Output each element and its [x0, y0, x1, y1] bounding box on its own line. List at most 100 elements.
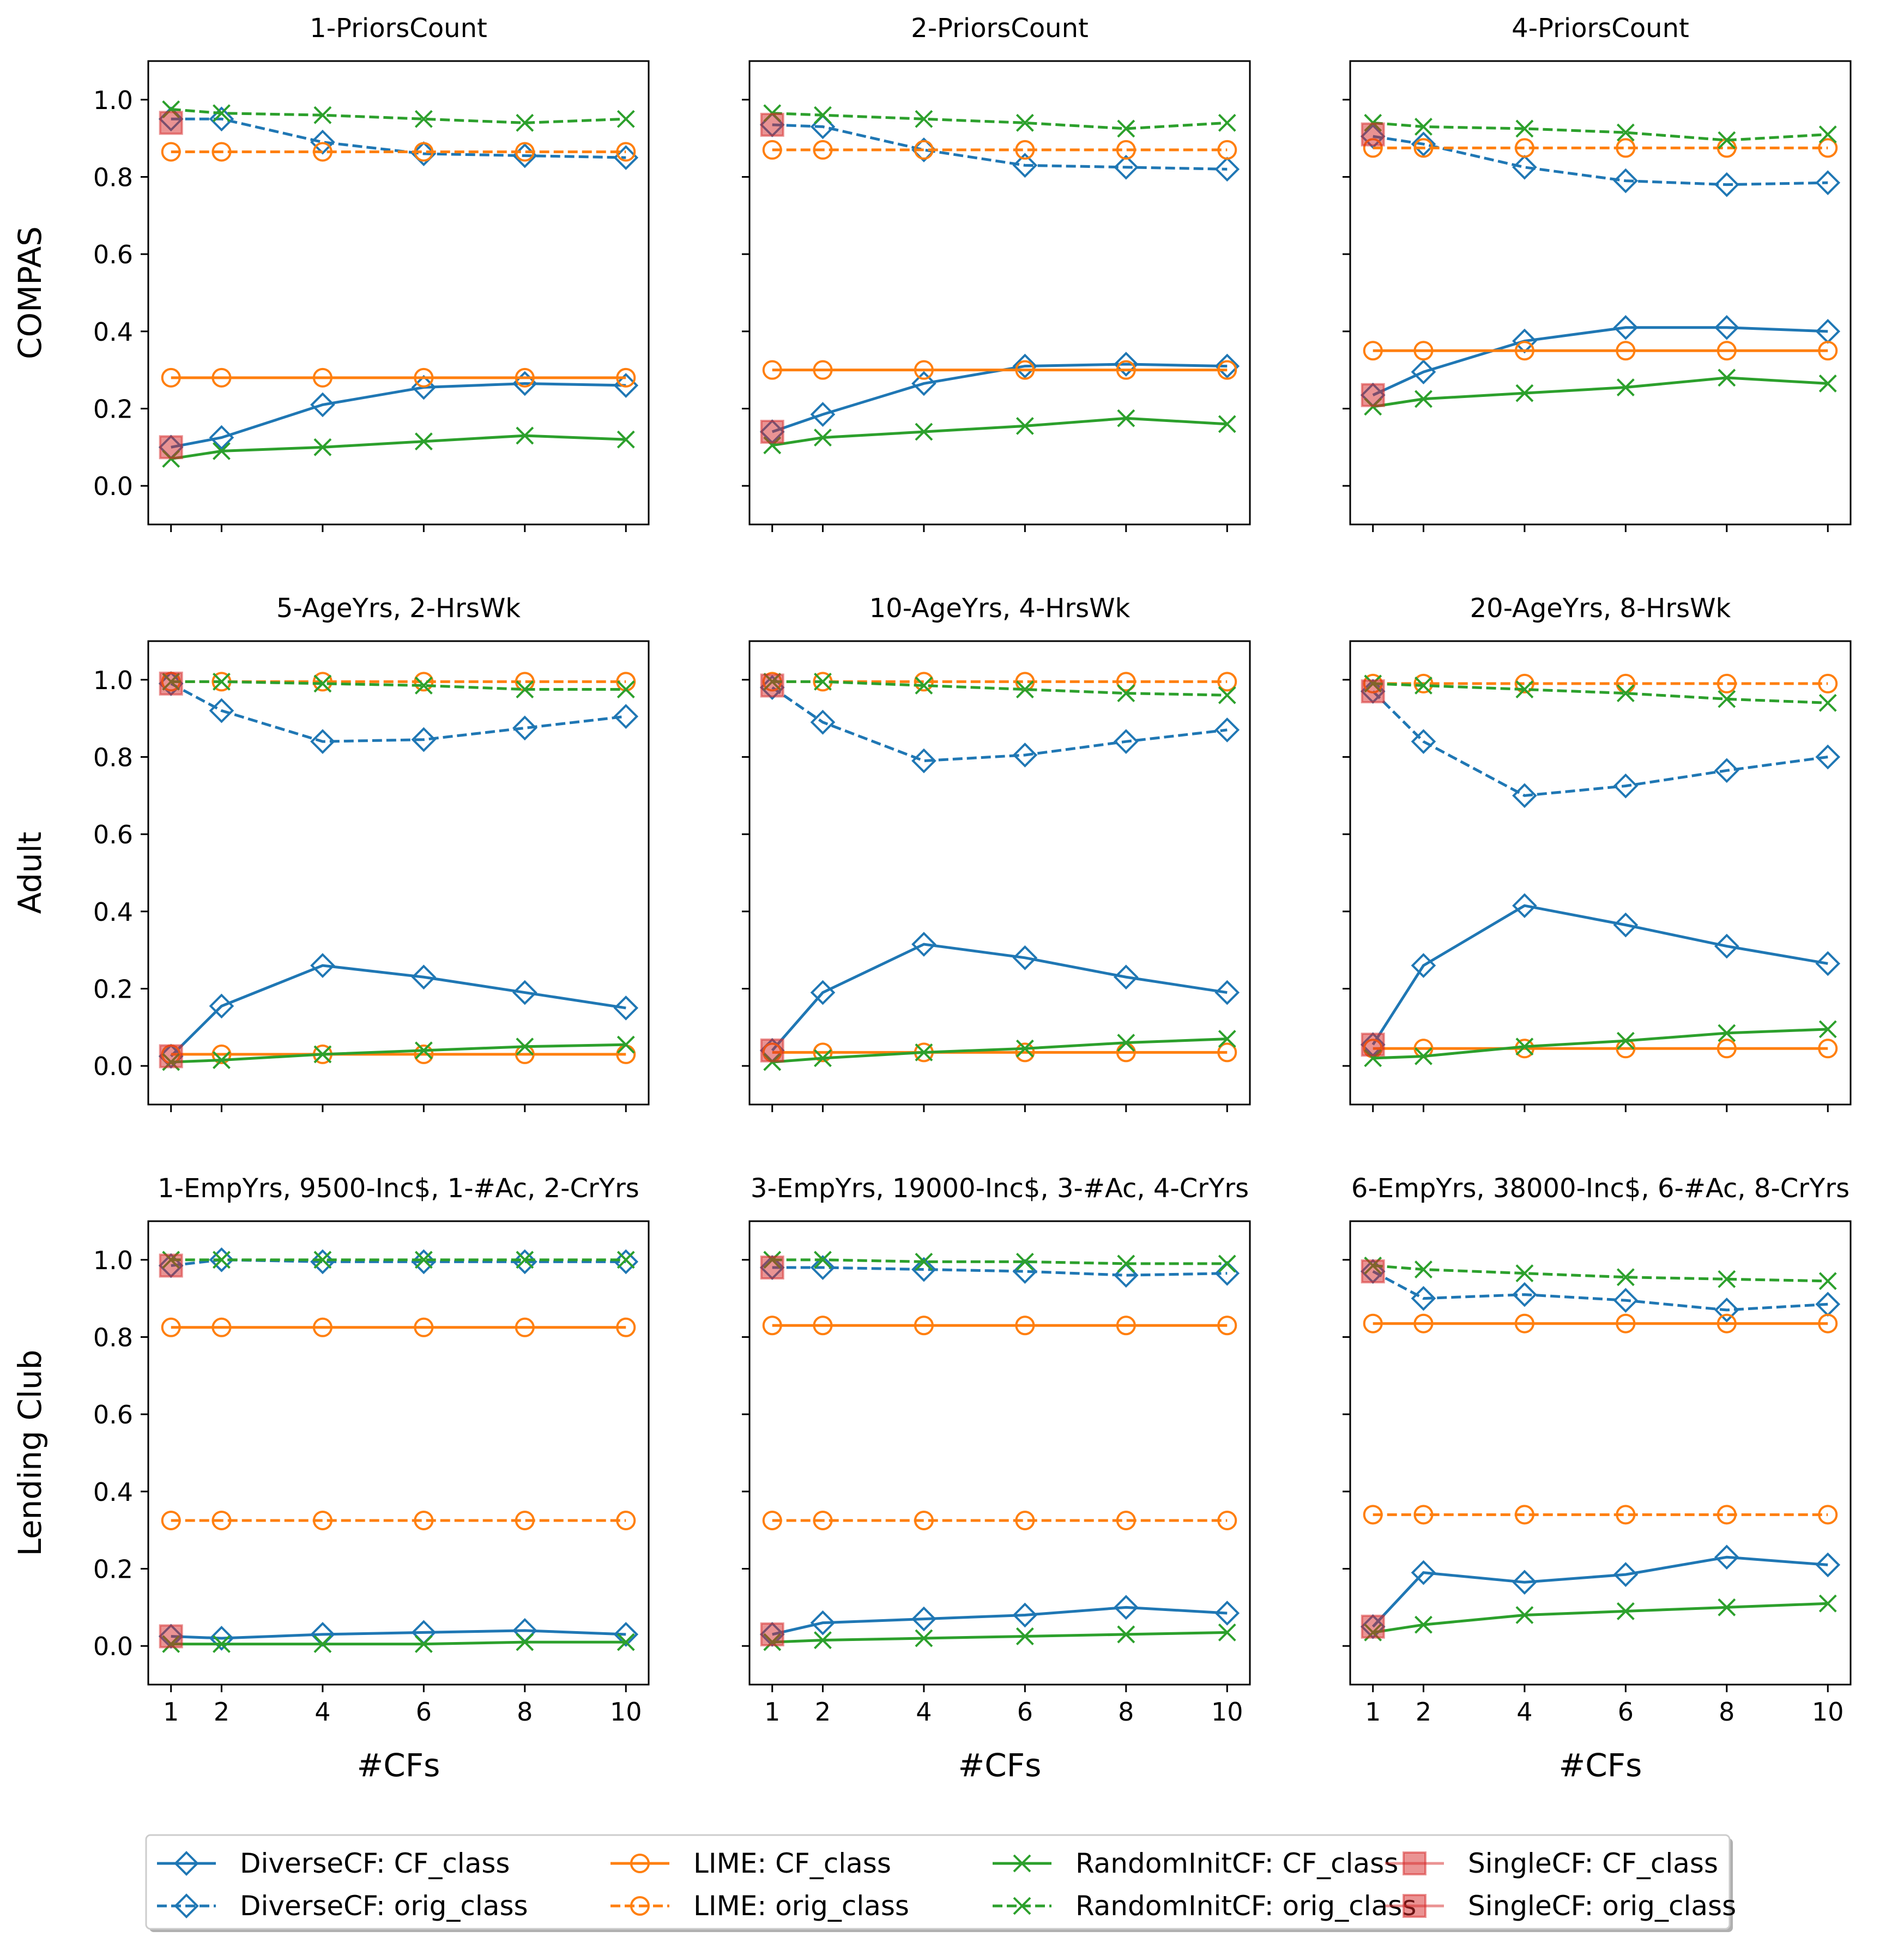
data-point [1116, 672, 1136, 692]
data-point [161, 1317, 181, 1337]
y-tick-label: 1.0 [93, 1246, 133, 1275]
series-line [1372, 326, 1828, 396]
data-point [760, 112, 784, 137]
x-tick-label: 10 [610, 1697, 642, 1727]
series-singlecf-orig-class [1361, 122, 1385, 147]
legend-label: LIME: orig_class [693, 1890, 909, 1922]
x-tick-label: 8 [1118, 1697, 1134, 1727]
data-point [1413, 1505, 1434, 1525]
data-point [159, 1624, 183, 1649]
data-point [1012, 743, 1038, 768]
data-point [414, 1251, 433, 1269]
data-point [313, 1635, 332, 1654]
data-point [1512, 1282, 1537, 1307]
legend-marker [1013, 1897, 1031, 1915]
series-line [772, 1258, 1228, 1265]
data-point [813, 1316, 833, 1336]
data-point [1718, 1598, 1736, 1616]
data-point [1361, 1033, 1385, 1057]
data-point [1613, 773, 1639, 799]
data-point [411, 1249, 437, 1275]
axes-frame [1349, 60, 1852, 526]
x-tick-label: 10 [1211, 1697, 1243, 1727]
legend-marker [1013, 1854, 1031, 1873]
data-point [1012, 945, 1038, 970]
data-point [515, 142, 535, 162]
data-point [211, 1317, 232, 1337]
series-line [772, 1606, 1228, 1636]
legend-entry: SingleCF: CF_class [1385, 1848, 1718, 1879]
legend-marker [174, 1893, 199, 1918]
series-line [1373, 1264, 1828, 1283]
data-point [1116, 140, 1136, 160]
data-point [914, 140, 934, 160]
data-point [1116, 1316, 1136, 1336]
data-point [1613, 1288, 1639, 1313]
data-point [310, 953, 335, 978]
data-point [1361, 1259, 1385, 1284]
data-point [762, 140, 782, 160]
series-singlecf-orig-class [159, 671, 183, 696]
row-label: COMPAS [11, 226, 49, 359]
data-point [1218, 1030, 1236, 1048]
data-point [1016, 417, 1034, 435]
series-line [772, 417, 1228, 447]
series-randominitcf-orig-class [1364, 674, 1837, 712]
data-point [1117, 1625, 1135, 1644]
data-point [414, 432, 433, 451]
data-point [760, 1622, 784, 1646]
data-point [1815, 170, 1841, 195]
data-point [1413, 673, 1434, 693]
series-diversecf-cf-class [1360, 893, 1841, 1058]
data-point [810, 402, 836, 427]
data-point [1818, 341, 1838, 361]
series-singlecf-cf-class [760, 1622, 784, 1646]
data-point [211, 367, 232, 388]
series-line [171, 108, 626, 124]
data-point [512, 371, 537, 396]
data-point [1616, 123, 1635, 142]
series-singlecf-cf-class [1361, 1033, 1385, 1057]
data-point [1117, 684, 1135, 703]
data-point [814, 429, 832, 447]
data-point [1514, 138, 1534, 158]
data-point [613, 704, 639, 729]
data-point [411, 141, 437, 166]
data-point [760, 1038, 784, 1063]
data-point [1718, 690, 1736, 708]
series-randominitcf-orig-class [763, 672, 1236, 704]
data-point [161, 367, 181, 388]
data-point [911, 371, 936, 396]
subplot-title: 4-PriorsCount [1512, 13, 1689, 44]
series-diversecf-orig-class [158, 671, 639, 754]
data-point [1815, 1552, 1841, 1578]
series-diversecf-orig-class [759, 112, 1240, 182]
data-point [1413, 138, 1434, 158]
subplot-title: 1-EmpYrs, 9500-Inc$, 1-#Ac, 2-CrYrs [158, 1173, 639, 1204]
data-point [312, 1317, 333, 1337]
data-point [1818, 1272, 1837, 1290]
data-point [414, 1044, 434, 1064]
data-point [1016, 1627, 1034, 1645]
data-point [915, 423, 933, 441]
data-point [810, 980, 836, 1005]
data-point [414, 1510, 434, 1530]
data-point [1714, 315, 1739, 340]
data-point [1411, 729, 1436, 754]
data-point [1214, 717, 1240, 743]
data-point [760, 1256, 784, 1280]
series-singlecf-orig-class [760, 112, 784, 137]
data-point [1016, 1252, 1034, 1271]
data-point [1113, 154, 1139, 180]
data-point [1012, 353, 1038, 379]
data-point [1818, 1039, 1838, 1059]
data-point [516, 426, 534, 445]
series-line [772, 1631, 1228, 1644]
subplot-title: 1-PriorsCount [310, 13, 487, 44]
data-point [1512, 1570, 1537, 1595]
data-point [213, 1051, 231, 1069]
data-point [1113, 1595, 1139, 1620]
data-point [414, 672, 434, 692]
series-singlecf-cf-class [1361, 383, 1385, 407]
x-tick-label: 4 [315, 1697, 330, 1727]
